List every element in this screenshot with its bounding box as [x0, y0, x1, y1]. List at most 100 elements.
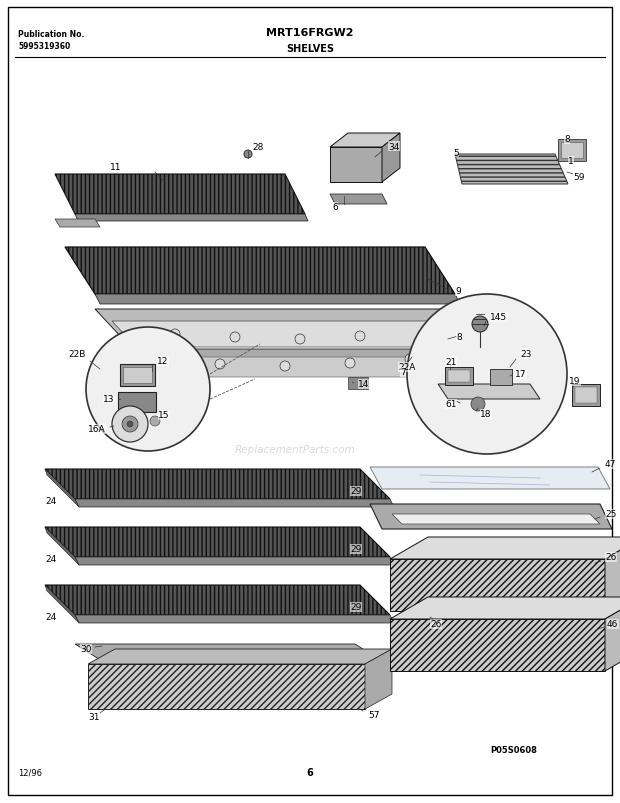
Text: 14: 14 — [358, 380, 370, 389]
Circle shape — [122, 417, 138, 433]
Bar — [572, 385, 600, 406]
Polygon shape — [55, 175, 305, 214]
Polygon shape — [65, 247, 455, 295]
Bar — [561, 143, 583, 159]
Bar — [333, 151, 379, 180]
Text: 22B: 22B — [68, 350, 86, 359]
Text: Publication No.: Publication No. — [18, 30, 84, 39]
Text: 18: 18 — [480, 410, 492, 419]
Polygon shape — [438, 385, 540, 400]
Circle shape — [472, 316, 488, 332]
Bar — [348, 377, 368, 389]
Polygon shape — [45, 470, 79, 507]
Polygon shape — [390, 597, 620, 619]
Polygon shape — [382, 134, 400, 183]
Polygon shape — [130, 357, 457, 377]
Polygon shape — [88, 664, 365, 709]
Text: 24: 24 — [45, 613, 56, 622]
Text: 13: 13 — [103, 395, 115, 404]
Bar — [120, 365, 155, 386]
Text: 30: 30 — [80, 645, 92, 654]
Polygon shape — [390, 537, 620, 560]
Circle shape — [295, 335, 305, 344]
Text: P05S0608: P05S0608 — [490, 745, 537, 754]
Text: 24: 24 — [45, 497, 56, 506]
Polygon shape — [392, 515, 600, 524]
Circle shape — [155, 357, 165, 366]
Polygon shape — [45, 585, 390, 615]
Bar — [448, 370, 470, 382]
Polygon shape — [390, 560, 605, 611]
Polygon shape — [75, 557, 394, 565]
Polygon shape — [370, 504, 612, 529]
Text: SHELVES: SHELVES — [286, 44, 334, 54]
Text: 59: 59 — [573, 173, 585, 182]
Text: 28: 28 — [252, 142, 264, 151]
Text: 1: 1 — [568, 157, 574, 166]
Text: 8: 8 — [456, 333, 462, 342]
Bar — [575, 388, 597, 403]
Bar — [558, 140, 586, 161]
Polygon shape — [330, 134, 400, 148]
Bar — [123, 368, 152, 384]
Text: 12: 12 — [157, 357, 169, 366]
Text: 22A: 22A — [398, 363, 415, 372]
Circle shape — [471, 397, 485, 411]
Polygon shape — [365, 649, 392, 709]
Polygon shape — [45, 585, 79, 623]
Polygon shape — [45, 470, 390, 499]
Polygon shape — [75, 615, 394, 623]
Text: MRT16FRGW2: MRT16FRGW2 — [266, 28, 354, 38]
Polygon shape — [605, 597, 620, 671]
Polygon shape — [95, 310, 478, 340]
Text: 24: 24 — [45, 555, 56, 564]
Text: 26: 26 — [430, 620, 441, 629]
Polygon shape — [370, 467, 610, 489]
Text: 17: 17 — [515, 370, 526, 379]
Text: 16A: 16A — [88, 425, 105, 434]
Circle shape — [230, 332, 240, 343]
Polygon shape — [115, 349, 470, 374]
Polygon shape — [45, 528, 79, 565]
Text: 57: 57 — [368, 711, 379, 719]
Text: 26: 26 — [605, 552, 616, 562]
Bar — [445, 368, 473, 385]
Circle shape — [405, 355, 415, 365]
Polygon shape — [75, 644, 382, 661]
Polygon shape — [88, 649, 392, 664]
Text: 19: 19 — [569, 377, 580, 386]
Circle shape — [127, 422, 133, 427]
Text: 5: 5 — [453, 149, 459, 157]
Circle shape — [345, 359, 355, 369]
Text: 6: 6 — [332, 203, 338, 212]
Circle shape — [280, 361, 290, 372]
Circle shape — [150, 417, 160, 426]
Text: 29: 29 — [350, 487, 361, 496]
Text: 7: 7 — [400, 368, 405, 377]
Bar — [118, 393, 156, 413]
Polygon shape — [455, 155, 568, 185]
Polygon shape — [75, 499, 394, 507]
Polygon shape — [330, 148, 382, 183]
Polygon shape — [605, 537, 620, 611]
Polygon shape — [95, 295, 460, 304]
Text: 46: 46 — [607, 620, 618, 629]
Polygon shape — [330, 195, 387, 205]
Text: 29: 29 — [350, 544, 361, 554]
Polygon shape — [55, 220, 100, 228]
Polygon shape — [75, 214, 308, 222]
Text: 31: 31 — [88, 712, 99, 722]
Circle shape — [244, 151, 252, 159]
Text: 34: 34 — [388, 142, 399, 151]
Text: 21: 21 — [445, 358, 456, 367]
Text: 145: 145 — [490, 313, 507, 322]
Polygon shape — [112, 321, 462, 348]
Text: 23: 23 — [520, 350, 531, 359]
Text: 61: 61 — [445, 400, 456, 409]
Text: 5995319360: 5995319360 — [18, 42, 70, 51]
Text: 6: 6 — [307, 767, 313, 777]
Polygon shape — [45, 528, 390, 557]
Circle shape — [170, 329, 180, 340]
Text: 15: 15 — [158, 411, 169, 420]
Circle shape — [355, 332, 365, 341]
